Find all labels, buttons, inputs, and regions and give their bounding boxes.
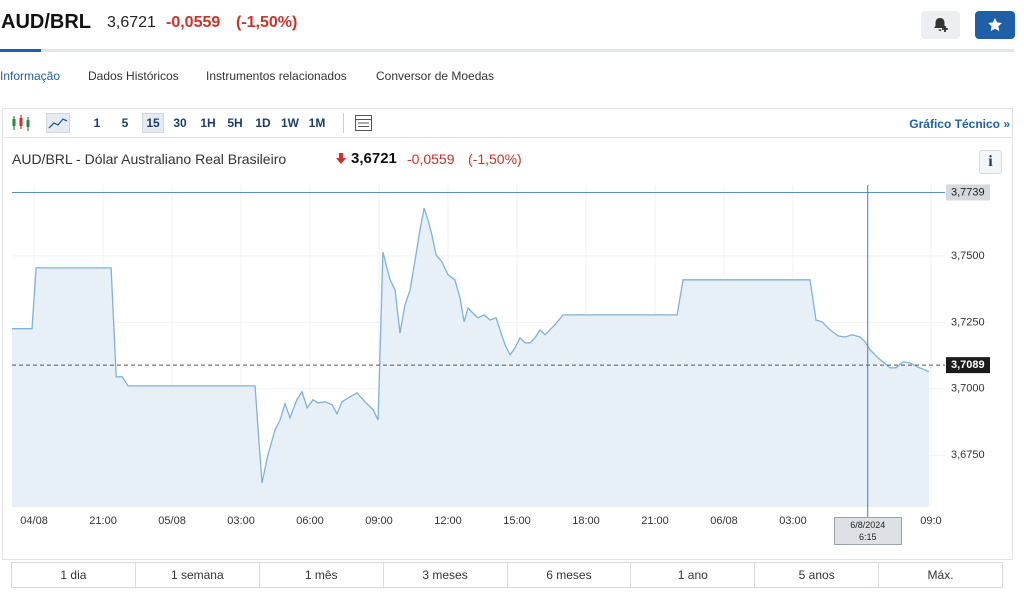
x-tick-label: 12:00 [434,515,462,527]
area [12,208,929,507]
period-button[interactable]: 1 mês [260,563,384,587]
chart-price: 3,6721 [351,150,397,167]
period-button[interactable]: 1 semana [136,563,260,587]
period-button[interactable]: 5 anos [755,563,880,587]
x-tick-label: 09:0 [920,515,941,527]
period-button[interactable]: Máx. [927,568,954,582]
technical-chart-link[interactable]: Gráfico Técnico » [909,117,1010,131]
chart-toolbar [2,108,1013,138]
line-icon[interactable] [46,113,70,133]
period-button[interactable]: 6 meses [508,563,632,587]
high-label-box [946,184,990,201]
change: -0,0559 [166,14,221,31]
x-tick-label: 05/08 [158,515,186,527]
x-tick-label: 09:00 [365,515,393,527]
x-tick-label: 03:00 [779,515,807,527]
interval-button[interactable]: 1 [93,116,101,130]
change-percent: (-1,50%) [236,14,298,31]
line [12,207,930,483]
interval-button[interactable]: 15 [142,113,164,133]
watchlist-button[interactable] [975,11,1015,39]
chart-panel [2,138,1013,560]
info-button[interactable]: i [979,150,1002,174]
interval-button[interactable]: 1M [308,116,326,130]
alert-button[interactable] [921,11,960,39]
x-tick-label: 06:00 [296,515,324,527]
x-tick-label: 04/08 [20,515,48,527]
interval-button[interactable]: 1D [255,116,271,130]
interval-button[interactable]: 30 [173,116,187,130]
tab[interactable]: Conversor de Moedas [376,69,495,83]
interval-button[interactable]: 1H [200,116,216,130]
y-tick-label: 3,7250 [951,316,985,328]
interval-button[interactable]: 1W [281,116,299,130]
symbol: AUD/BRL [1,11,91,33]
y-tick-label: 3,7500 [951,250,985,262]
x-tick-label: 21:00 [89,515,117,527]
star-icon [988,18,1002,32]
chart-change: -0,0559 [407,151,455,167]
chart-title: AUD/BRL - Dólar Australiano Real Brasile… [12,151,287,167]
tab-selected-marker [0,49,41,52]
tab[interactable]: Instrumentos relacionados [206,69,347,83]
candles-icon[interactable] [11,113,33,133]
interval-button[interactable]: 5H [227,116,243,130]
tab[interactable]: Dados Históricos [88,69,179,83]
down-arrow [336,153,346,164]
table-icon[interactable] [343,112,377,134]
tab[interactable]: Informação [0,69,61,83]
high-label: 3,7739 [951,186,985,198]
y-tick-label: 3,6750 [951,449,985,461]
x-tick-label: 15:00 [503,515,531,527]
period-button[interactable]: 3 meses [384,563,508,587]
crosshair-label: 6/8/2024 6:15 [833,517,902,545]
bell-icon [933,18,948,32]
price: 3,6721 [107,14,156,31]
x-tick-label: 18:00 [572,515,600,527]
x-tick-label: 21:00 [641,515,669,527]
chart-change-percent: (-1,50%) [468,151,522,167]
tab-underline [0,49,1014,52]
x-tick-label: 03:00 [227,515,255,527]
last-label: 3,7089 [951,359,985,371]
period-button[interactable]: 1 ano [631,563,756,587]
interval-button[interactable]: 5 [121,116,129,130]
period-selector: 1 dia 1 semana 1 mês 3 meses 6 meses 1 ano 5 a… [11,562,1003,588]
x-tick-label: 06/08 [710,515,738,527]
y-tick-label: 3,7000 [951,383,985,395]
period-button[interactable]: 1 dia [12,563,136,587]
last-label-box [946,357,990,374]
